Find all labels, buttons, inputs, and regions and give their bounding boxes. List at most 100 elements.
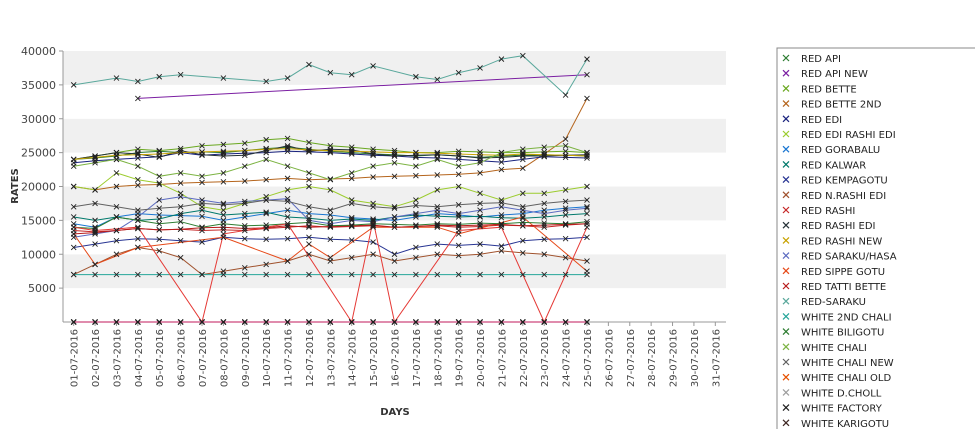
- x-tick-label: 15-07-2016: [369, 329, 380, 387]
- data-point: [413, 202, 419, 209]
- data-point: [584, 95, 590, 102]
- data-point: [477, 319, 483, 325]
- data-point: [562, 136, 569, 142]
- legend-item: RED TATTI BETTE: [782, 282, 886, 293]
- data-point: [434, 151, 441, 158]
- data-point: [70, 224, 77, 230]
- data-point: [413, 222, 419, 228]
- data-point: [241, 227, 248, 234]
- legend-item: WHITE BILIGOTU: [782, 328, 884, 339]
- data-point: [477, 159, 483, 166]
- x-tick-label: 01-07-2016: [70, 329, 81, 387]
- legend-label: RED N.RASHI EDI: [801, 191, 886, 202]
- data-point: [498, 319, 505, 325]
- legend-label: RED BETTE: [801, 84, 857, 95]
- data-point: [455, 222, 462, 229]
- data-point: [455, 151, 462, 157]
- data-point: [135, 146, 141, 153]
- data-point: [177, 226, 184, 233]
- legend-label: WHITE D.CHOLL: [801, 388, 882, 399]
- data-point: [156, 227, 163, 233]
- data-point: [263, 319, 269, 325]
- data-point: [327, 176, 334, 183]
- data-point: [113, 152, 120, 159]
- data-point: [455, 210, 462, 217]
- data-point: [306, 139, 312, 146]
- data-point: [434, 251, 441, 258]
- data-point: [177, 145, 184, 152]
- data-point: [434, 213, 441, 220]
- data-point: [498, 271, 505, 278]
- data-point: [413, 149, 419, 156]
- data-point: [520, 165, 526, 172]
- x-tick-label: 28-07-2016: [647, 329, 658, 387]
- data-point: [113, 251, 120, 258]
- x-tick-label: 13-07-2016: [326, 329, 337, 387]
- data-point: [220, 200, 227, 207]
- data-point: [348, 222, 355, 228]
- data-point: [562, 319, 569, 325]
- legend-label: WHITE FACTORY: [801, 404, 883, 415]
- data-point: [520, 237, 526, 244]
- legend-label: RED KALWAR: [801, 160, 866, 171]
- data-point: [306, 61, 312, 68]
- data-point: [498, 214, 505, 221]
- data-point: [327, 254, 334, 261]
- data-point: [92, 200, 98, 207]
- legend-label: RED RASHI EDI: [801, 221, 876, 232]
- data-point: [241, 152, 248, 159]
- data-point: [199, 239, 205, 245]
- data-point: [348, 222, 355, 229]
- data-point: [455, 183, 462, 190]
- data-point: [562, 222, 569, 228]
- data-point: [455, 201, 462, 208]
- data-point: [455, 271, 462, 278]
- legend-item: WHITE CHALI OLD: [782, 373, 891, 384]
- legend-label: RED SIPPE GOTU: [801, 267, 885, 278]
- legend-label: RED EDI RASHI EDI: [801, 130, 896, 141]
- legend-item: WHITE CHALI: [782, 343, 867, 354]
- legend-item: WHITE CHALI NEW: [782, 358, 894, 369]
- data-point: [220, 178, 227, 185]
- data-point: [241, 264, 248, 271]
- data-point: [263, 147, 269, 154]
- data-point: [413, 223, 419, 230]
- x-tick-label: 17-07-2016: [412, 329, 423, 387]
- data-point: [477, 214, 483, 220]
- x-tick-label: 30-07-2016: [690, 329, 701, 387]
- legend-label: WHITE CHALI OLD: [801, 373, 891, 384]
- data-point: [413, 73, 419, 80]
- data-point: [156, 236, 163, 243]
- data-point: [135, 95, 141, 102]
- data-point: [455, 227, 462, 234]
- data-point: [92, 241, 98, 247]
- legend-label: WHITE 2ND CHALI: [801, 312, 892, 323]
- data-point: [413, 210, 419, 217]
- data-point: [327, 148, 334, 155]
- data-point: [520, 219, 526, 226]
- data-point: [220, 148, 227, 155]
- data-point: [584, 197, 590, 203]
- legend-item: RED KALWAR: [782, 160, 866, 171]
- data-point: [306, 217, 312, 224]
- data-point: [434, 150, 441, 157]
- data-point: [92, 153, 98, 159]
- data-point: [348, 319, 355, 325]
- data-point: [113, 227, 120, 234]
- x-tick-label: 03-07-2016: [112, 329, 123, 387]
- data-point: [284, 198, 291, 205]
- data-point: [263, 261, 269, 268]
- data-point: [306, 210, 312, 217]
- data-point: [263, 176, 269, 183]
- data-point: [370, 63, 376, 69]
- legend-label: RED GORABALU: [801, 145, 880, 156]
- grid-band: [63, 84, 726, 119]
- data-point: [370, 239, 376, 245]
- data-point: [92, 159, 98, 166]
- data-point: [306, 251, 312, 258]
- x-tick-label: 23-07-2016: [540, 329, 551, 387]
- data-point: [70, 271, 77, 278]
- data-point: [263, 271, 269, 278]
- data-point: [263, 136, 269, 143]
- data-point: [306, 234, 312, 241]
